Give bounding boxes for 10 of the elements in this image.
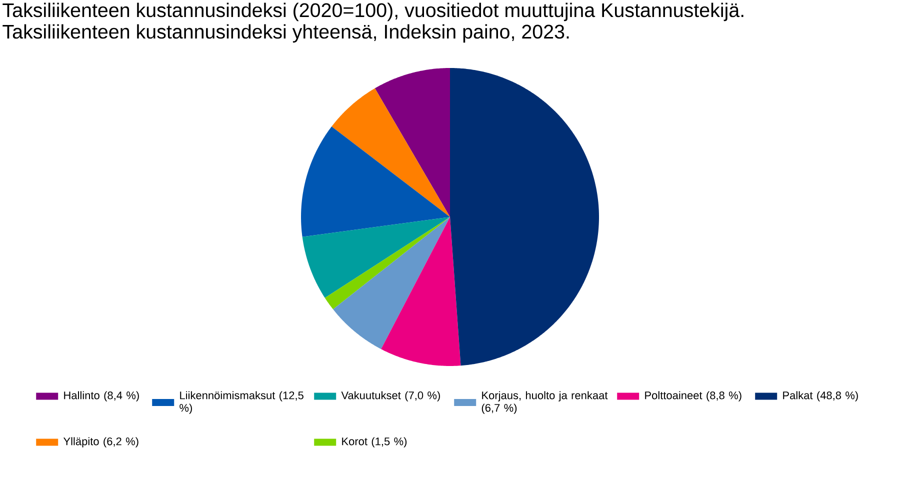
legend-label: Korjaus, huolto ja renkaat (6,7 %) bbox=[482, 391, 608, 414]
chart-title: Taksiliikenteen kustannusindeksi (2020=100), vuositiedot muuttujina Kustannustekijä. bbox=[2, 2, 744, 22]
legend-label: Liikennöimismaksut (12,5 %) bbox=[180, 391, 304, 414]
legend-label: Korot (1,5 %) bbox=[342, 437, 407, 448]
legend-label: Polttoaineet (8,8 %) bbox=[645, 391, 742, 402]
legend-label: Ylläpito (6,2 %) bbox=[63, 437, 138, 448]
legend-label: Palkat (48,8 %) bbox=[783, 391, 858, 402]
legend-label: Vakuutukset (7,0 %) bbox=[341, 391, 440, 402]
chart-subtitle: Taksiliikenteen kustannusindeksi yhteensä, Indeksin paino, 2023. bbox=[2, 24, 569, 43]
legend-label: Hallinto (8,4 %) bbox=[64, 391, 139, 402]
